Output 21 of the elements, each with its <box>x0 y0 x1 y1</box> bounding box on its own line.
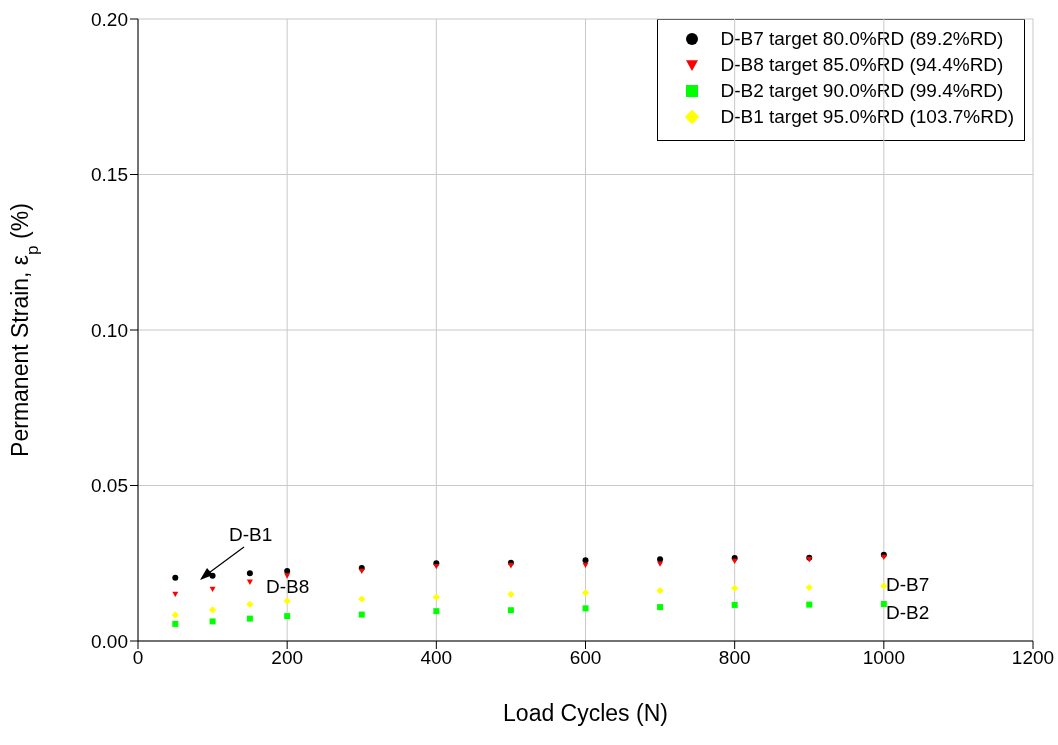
y-tick-label: 0.05 <box>91 475 128 497</box>
x-tick-label: 800 <box>718 647 751 669</box>
x-axis-title: Load Cycles (N) <box>503 700 668 726</box>
legend-label: D-B7 target 80.0%RD (89.2%RD) <box>720 28 1004 50</box>
x-tick-label: 600 <box>569 647 602 669</box>
annotation: D-B8 <box>266 576 310 598</box>
x-tick-label: 1000 <box>862 647 905 669</box>
legend-label: D-B1 target 95.0%RD (103.7%RD) <box>720 106 1014 128</box>
annotation: D-B2 <box>886 602 930 624</box>
y-tick-label: 0.00 <box>91 630 128 652</box>
x-tick-label: 1200 <box>1011 647 1055 669</box>
y-tick-label: 0.15 <box>91 164 128 186</box>
annotation: D-B7 <box>886 574 930 596</box>
x-tick-label: 0 <box>132 647 144 669</box>
y-tick-label: 0.10 <box>91 319 128 341</box>
annotation: D-B1 <box>229 524 273 546</box>
x-tick-label: 400 <box>420 647 453 669</box>
y-tick-label: 0.20 <box>91 8 128 30</box>
legend-label: D-B2 target 90.0%RD (99.4%RD) <box>720 80 1004 102</box>
x-tick-label: 200 <box>271 647 304 669</box>
legend-label: D-B8 target 85.0%RD (94.4%RD) <box>720 54 1004 76</box>
